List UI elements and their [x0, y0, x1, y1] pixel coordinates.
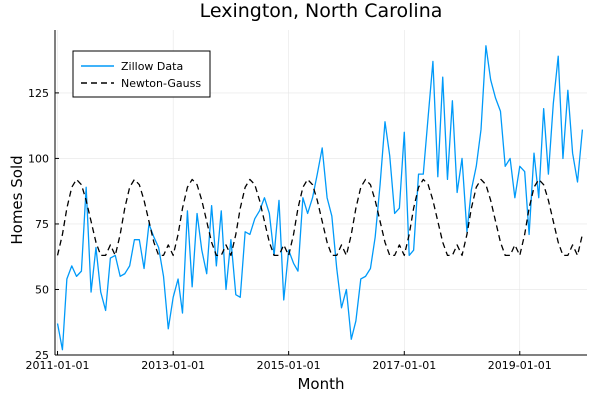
y-tick-label: 50	[35, 283, 49, 296]
x-axis-title: Month	[297, 375, 344, 393]
x-tick-label: 2015-01-01	[257, 359, 321, 372]
y-tick-label: 125	[28, 87, 49, 100]
legend-label-zillow: Zillow Data	[121, 60, 183, 73]
x-tick-labels: 2011-01-01 2013-01-01 2015-01-01 2017-01-01…	[26, 359, 552, 372]
x-tick-label: 2019-01-01	[488, 359, 552, 372]
chart-title: Lexington, North Carolina	[200, 0, 443, 22]
series-group	[56, 45, 584, 351]
x-tick-label: 2013-01-01	[141, 359, 205, 372]
x-tick-label: 2017-01-01	[372, 359, 436, 372]
x-tick-label: 2011-01-01	[26, 359, 90, 372]
legend-box	[72, 50, 211, 98]
y-tick-label: 75	[35, 218, 49, 231]
y-tick-labels: 25 50 75 100 125	[28, 87, 49, 362]
y-tick-label: 100	[28, 152, 49, 165]
y-tick-label: 25	[35, 349, 49, 362]
y-axis-title: Homes Sold	[8, 155, 26, 244]
series-line-zillow-data	[56, 45, 584, 351]
axes	[54, 30, 587, 356]
legend-label-newton-gauss: Newton-Gauss	[121, 77, 201, 90]
series-line-newton-gauss	[56, 178, 584, 257]
legend: Zillow Data Newton-Gauss	[72, 50, 211, 98]
